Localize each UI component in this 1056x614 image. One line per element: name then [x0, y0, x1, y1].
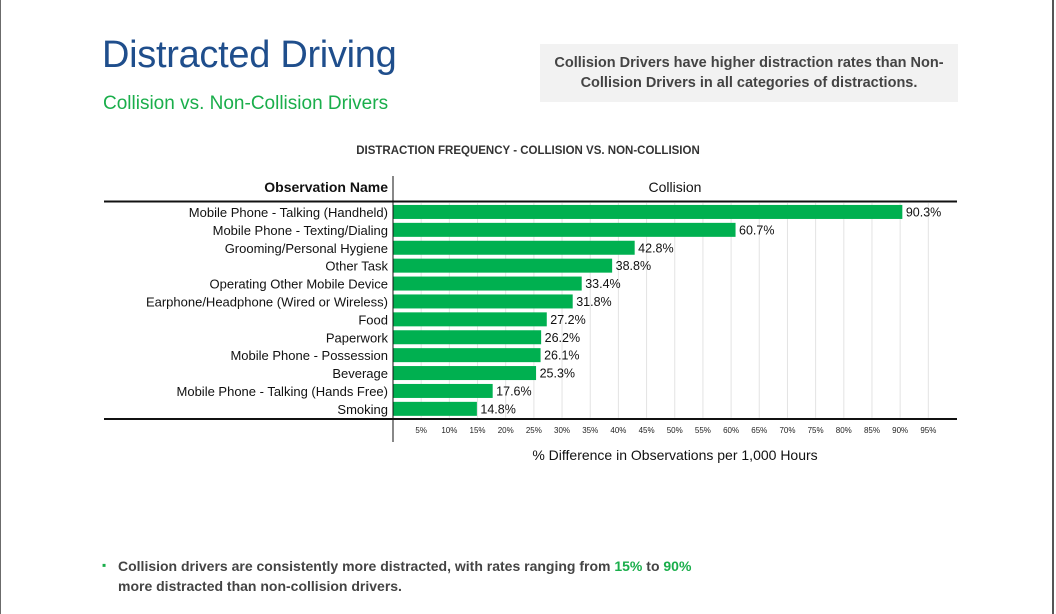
bullet-icon: ▪	[102, 558, 107, 572]
category-label: Mobile Phone - Talking (Handheld)	[189, 205, 388, 220]
value-label: 33.4%	[585, 277, 620, 291]
footnote-to: to	[642, 558, 664, 574]
x-tick-label: 55%	[695, 426, 711, 435]
footnote: ▪ Collision drivers are consistently mor…	[102, 556, 691, 596]
page-left-edge	[0, 0, 1, 614]
x-tick-label: 25%	[526, 426, 542, 435]
category-label: Beverage	[332, 366, 388, 381]
value-label: 14.8%	[480, 402, 515, 416]
value-label: 60.7%	[739, 223, 774, 237]
chart-title: DISTRACTION FREQUENCY - COLLISION VS. NO…	[356, 145, 700, 157]
category-label: Mobile Phone - Possession	[230, 348, 388, 363]
category-label: Food	[358, 312, 388, 327]
value-label: 17.6%	[496, 384, 531, 398]
x-tick-label: 90%	[892, 426, 908, 435]
x-axis-label: % Difference in Observations per 1,000 H…	[532, 447, 817, 463]
bar	[393, 276, 582, 291]
value-label: 26.2%	[545, 331, 580, 345]
category-label: Mobile Phone - Talking (Hands Free)	[177, 384, 388, 399]
category-label: Other Task	[325, 259, 388, 274]
x-tick-label: 5%	[415, 426, 427, 435]
x-tick-label: 40%	[610, 426, 626, 435]
x-tick-label: 35%	[582, 426, 598, 435]
x-tick-label: 95%	[920, 426, 936, 435]
x-tick-label: 20%	[498, 426, 514, 435]
value-label: 90.3%	[906, 205, 941, 219]
x-tick-label: 70%	[779, 426, 795, 435]
category-label: Smoking	[337, 402, 388, 417]
bar	[393, 401, 477, 416]
x-tick-label: 50%	[667, 426, 683, 435]
value-label: 42.8%	[638, 241, 673, 255]
bar	[393, 204, 903, 219]
footnote-text-1: Collision drivers are consistently more …	[118, 558, 615, 574]
bar	[393, 312, 547, 327]
x-tick-label: 30%	[554, 426, 570, 435]
page-title: Distracted Driving	[102, 34, 397, 76]
bar	[393, 330, 542, 345]
x-tick-label: 80%	[836, 426, 852, 435]
callout-text: Collision Drivers have higher distractio…	[554, 55, 944, 91]
value-label: 27.2%	[550, 313, 585, 327]
footnote-low-value: 15%	[614, 558, 643, 574]
category-label: Earphone/Headphone (Wired or Wireless)	[146, 294, 388, 309]
series-header: Collision	[649, 179, 702, 195]
category-label: Operating Other Mobile Device	[210, 277, 388, 292]
category-label: Grooming/Personal Hygiene	[225, 241, 388, 256]
value-label: 26.1%	[544, 349, 579, 363]
bar	[393, 294, 573, 309]
x-tick-label: 45%	[639, 426, 655, 435]
x-tick-label: 65%	[751, 426, 767, 435]
value-label: 25.3%	[540, 367, 575, 381]
category-label: Paperwork	[326, 330, 389, 345]
x-tick-label: 85%	[864, 426, 880, 435]
bar	[393, 383, 493, 398]
bar	[393, 222, 736, 237]
category-header: Observation Name	[264, 179, 388, 195]
page-subtitle: Collision vs. Non-Collision Drivers	[103, 93, 389, 114]
value-label: 31.8%	[576, 295, 611, 309]
bar	[393, 240, 635, 255]
x-tick-label: 10%	[441, 426, 457, 435]
value-label: 38.8%	[616, 259, 651, 273]
footnote-high-value: 90%	[663, 558, 692, 574]
x-tick-label: 15%	[470, 426, 486, 435]
page-right-edge	[1052, 0, 1054, 614]
bar	[393, 258, 613, 273]
bar	[393, 348, 541, 363]
callout-box: Collision Drivers have higher distractio…	[540, 44, 958, 102]
x-tick-label: 60%	[723, 426, 739, 435]
footnote-line-2: more distracted than non-collision drive…	[118, 578, 402, 594]
x-tick-label: 75%	[808, 426, 824, 435]
bar	[393, 366, 537, 381]
footnote-line-1: Collision drivers are consistently more …	[118, 556, 691, 576]
category-label: Mobile Phone - Texting/Dialing	[213, 223, 388, 238]
